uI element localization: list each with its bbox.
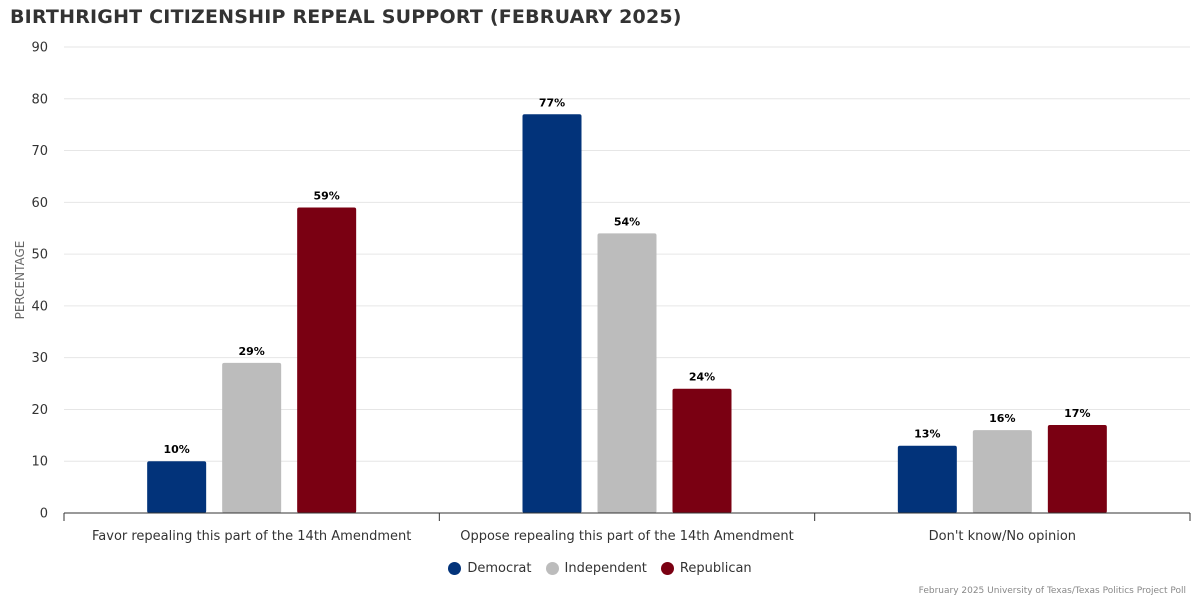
data-label-republican-1: 59% bbox=[313, 190, 339, 203]
x-category-label-2: Oppose repealing this part of the 14th A… bbox=[460, 529, 794, 544]
data-label-independent-2: 54% bbox=[614, 215, 640, 228]
bar-independent-2[interactable] bbox=[597, 233, 657, 513]
y-axis-title: PERCENTAGE bbox=[13, 241, 27, 320]
bars bbox=[147, 114, 1107, 514]
legend-dot-democrat bbox=[448, 562, 462, 575]
y-tick-label-0: 0 bbox=[40, 507, 48, 522]
legend-item-democrat[interactable]: Democrat bbox=[448, 561, 532, 576]
legend-item-independent[interactable]: Independent bbox=[545, 561, 647, 576]
y-tick-label-90: 90 bbox=[31, 41, 48, 56]
bar-democrat-1[interactable] bbox=[147, 461, 207, 513]
data-label-republican-3: 17% bbox=[1064, 407, 1090, 420]
y-tick-label-70: 70 bbox=[31, 144, 48, 159]
y-tick-label-20: 20 bbox=[31, 403, 48, 418]
legend-label-republican: Republican bbox=[679, 561, 752, 576]
bar-republican-3[interactable] bbox=[1047, 424, 1107, 513]
data-label-independent-3: 16% bbox=[989, 412, 1015, 425]
legend-item-republican[interactable]: Republican bbox=[660, 561, 752, 576]
bar-republican-2[interactable] bbox=[672, 388, 732, 513]
x-category-label-3: Don't know/No opinion bbox=[929, 529, 1076, 544]
legend-dot-republican bbox=[660, 562, 674, 575]
x-category-label-1: Favor repealing this part of the 14th Am… bbox=[92, 529, 411, 544]
data-label-democrat-3: 13% bbox=[914, 428, 940, 441]
data-label-republican-2: 24% bbox=[689, 371, 715, 384]
legend-label-democrat: Democrat bbox=[467, 561, 532, 576]
source-note: February 2025 University of Texas/Texas … bbox=[918, 586, 1186, 596]
data-label-independent-1: 29% bbox=[238, 345, 264, 358]
bar-republican-1[interactable] bbox=[297, 207, 357, 513]
legend: Democrat Independent Republican bbox=[0, 561, 1200, 576]
legend-dot-independent bbox=[545, 562, 559, 575]
legend-label-independent: Independent bbox=[564, 561, 647, 576]
data-labels: 10% 29% 59% 77% 54% 24% 13% 16% 17% bbox=[163, 96, 1090, 456]
data-label-democrat-2: 77% bbox=[539, 96, 565, 109]
bar-independent-1[interactable] bbox=[222, 362, 282, 513]
y-tick-label-30: 30 bbox=[31, 351, 48, 366]
y-tick-label-60: 60 bbox=[31, 196, 48, 211]
y-axis-ticks: 0 10 20 30 40 50 60 70 80 90 bbox=[31, 41, 48, 522]
y-tick-label-80: 80 bbox=[31, 92, 48, 107]
y-tick-label-50: 50 bbox=[31, 248, 48, 263]
x-axis: Favor repealing this part of the 14th Am… bbox=[63, 512, 1191, 544]
data-label-democrat-1: 10% bbox=[163, 443, 189, 456]
bar-democrat-3[interactable] bbox=[897, 445, 957, 513]
y-tick-label-40: 40 bbox=[31, 299, 48, 314]
y-tick-label-10: 10 bbox=[31, 455, 48, 470]
chart-title: BIRTHRIGHT CITIZENSHIP REPEAL SUPPORT (F… bbox=[10, 6, 682, 28]
bar-democrat-2[interactable] bbox=[522, 114, 582, 514]
bar-independent-3[interactable] bbox=[972, 430, 1032, 513]
